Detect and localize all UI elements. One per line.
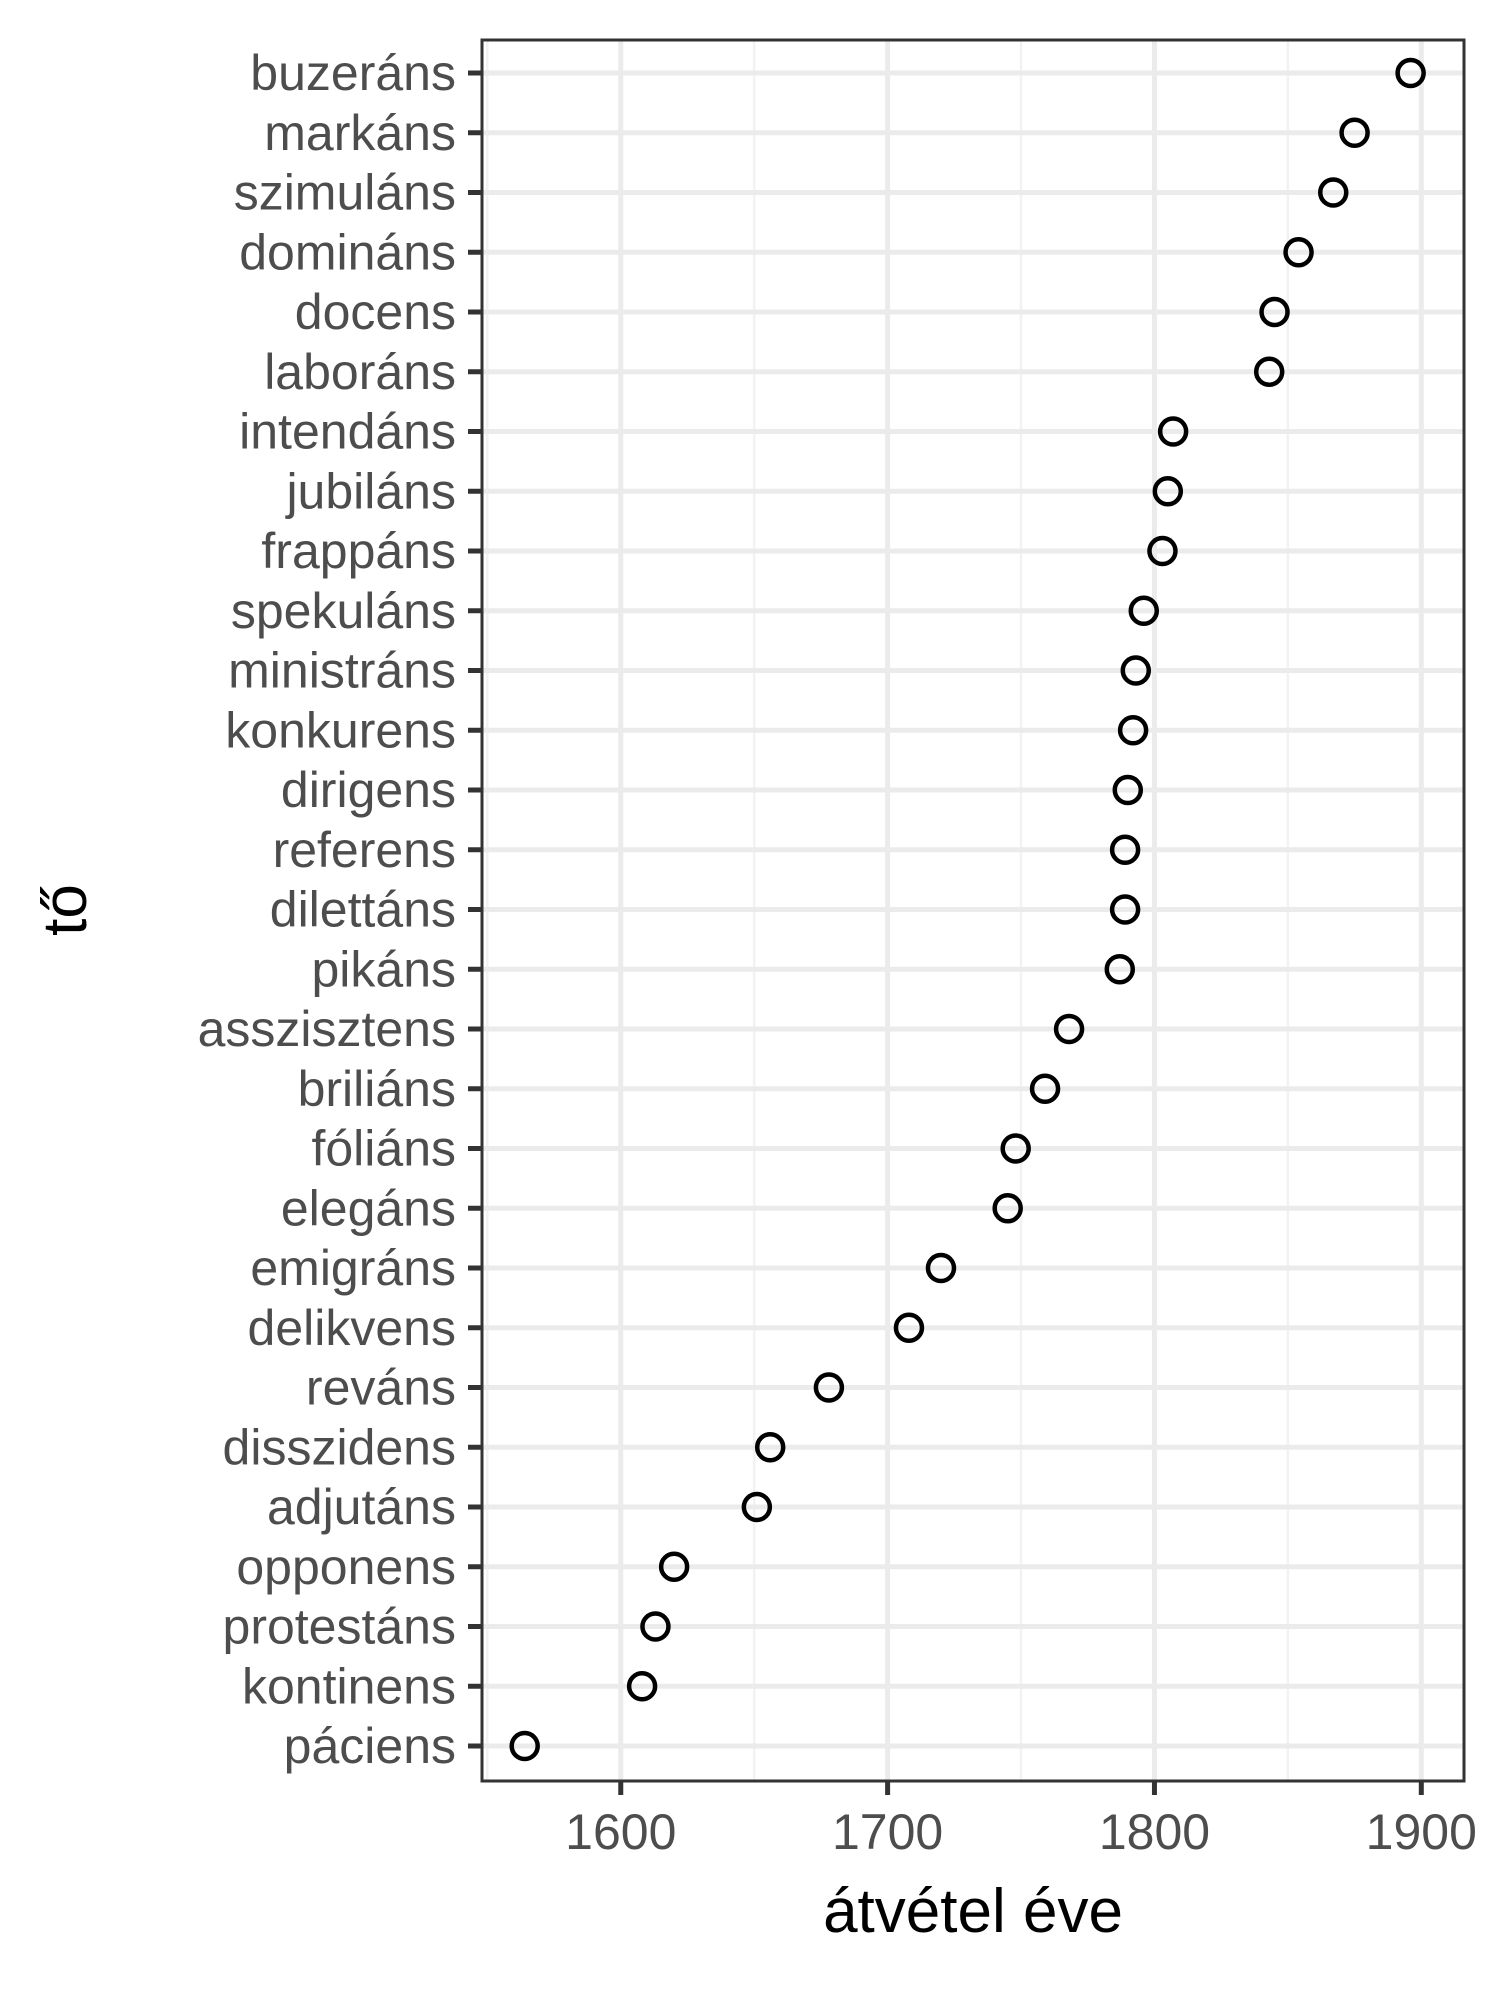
y-axis-ticks: buzeránsmarkánsszimulánsdominánsdocensla… <box>198 45 482 1774</box>
y-tick-label: kontinens <box>242 1658 456 1714</box>
data-point <box>893 1312 925 1343</box>
data-point <box>1147 535 1178 567</box>
data-point <box>1317 177 1349 208</box>
data-point <box>1283 237 1314 268</box>
y-tick-label: spekuláns <box>231 583 456 639</box>
data-point <box>1029 1073 1061 1104</box>
x-tick-label: 1700 <box>832 1804 943 1860</box>
data-point <box>1157 416 1189 447</box>
x-tick-label: 1600 <box>565 1804 676 1860</box>
y-tick-label: reváns <box>306 1360 456 1416</box>
y-tick-label: szimuláns <box>234 165 456 221</box>
data-point <box>1120 655 1152 686</box>
x-axis-title: átvétel éve <box>823 1877 1123 1946</box>
y-tick-label: fóliáns <box>311 1121 456 1177</box>
data-point <box>741 1491 773 1523</box>
y-tick-label: páciens <box>284 1718 456 1774</box>
y-tick-label: jubiláns <box>284 463 456 519</box>
data-point <box>1053 1013 1085 1045</box>
data-point <box>1109 894 1141 925</box>
x-tick-label: 1800 <box>1099 1804 1210 1860</box>
y-tick-label: asszisztens <box>198 1001 456 1057</box>
data-point <box>658 1551 690 1582</box>
y-axis-title: tő <box>31 884 100 936</box>
y-tick-label: buzeráns <box>250 45 456 101</box>
data-point <box>754 1432 786 1463</box>
data-point <box>992 1193 1023 1224</box>
y-tick-label: pikáns <box>311 941 456 997</box>
data-point <box>925 1252 957 1284</box>
major-gridlines <box>482 40 1464 1781</box>
y-tick-label: ministráns <box>228 643 456 699</box>
data-point <box>640 1611 671 1642</box>
data-points <box>509 57 1426 1762</box>
y-tick-label: docens <box>295 284 456 340</box>
y-tick-label: referens <box>273 822 456 878</box>
data-point <box>1128 595 1160 626</box>
data-point <box>626 1671 658 1702</box>
y-tick-label: laboráns <box>264 344 456 400</box>
data-point <box>1339 117 1370 148</box>
y-tick-label: frappáns <box>261 523 456 579</box>
y-tick-label: intendáns <box>239 404 456 460</box>
y-tick-label: disszidens <box>223 1419 456 1475</box>
y-tick-label: adjutáns <box>267 1479 456 1535</box>
y-tick-label: opponens <box>236 1539 456 1595</box>
data-point <box>509 1730 540 1762</box>
data-point <box>1109 834 1141 865</box>
y-tick-label: dilettáns <box>270 882 456 938</box>
x-tick-label: 1900 <box>1366 1804 1477 1860</box>
y-tick-label: dirigens <box>281 762 456 818</box>
data-point <box>1395 57 1426 89</box>
data-point <box>813 1372 845 1403</box>
data-point <box>1259 296 1290 328</box>
data-point <box>1104 954 1136 985</box>
y-tick-label: elegáns <box>281 1180 456 1236</box>
y-tick-label: konkurens <box>225 702 456 758</box>
x-axis-ticks: 1600 1700 1800 1900 <box>565 1781 1477 1860</box>
data-point <box>1253 356 1285 387</box>
data-point <box>1112 774 1144 806</box>
y-tick-label: domináns <box>239 224 456 280</box>
data-point <box>1117 715 1149 746</box>
y-tick-label: emigráns <box>250 1240 456 1296</box>
y-tick-label: briliáns <box>298 1061 456 1117</box>
y-tick-label: protestáns <box>223 1599 456 1655</box>
data-point <box>1152 476 1184 507</box>
data-point <box>1000 1133 1031 1164</box>
y-tick-label: delikvens <box>248 1300 456 1356</box>
y-tick-label: markáns <box>264 105 456 161</box>
